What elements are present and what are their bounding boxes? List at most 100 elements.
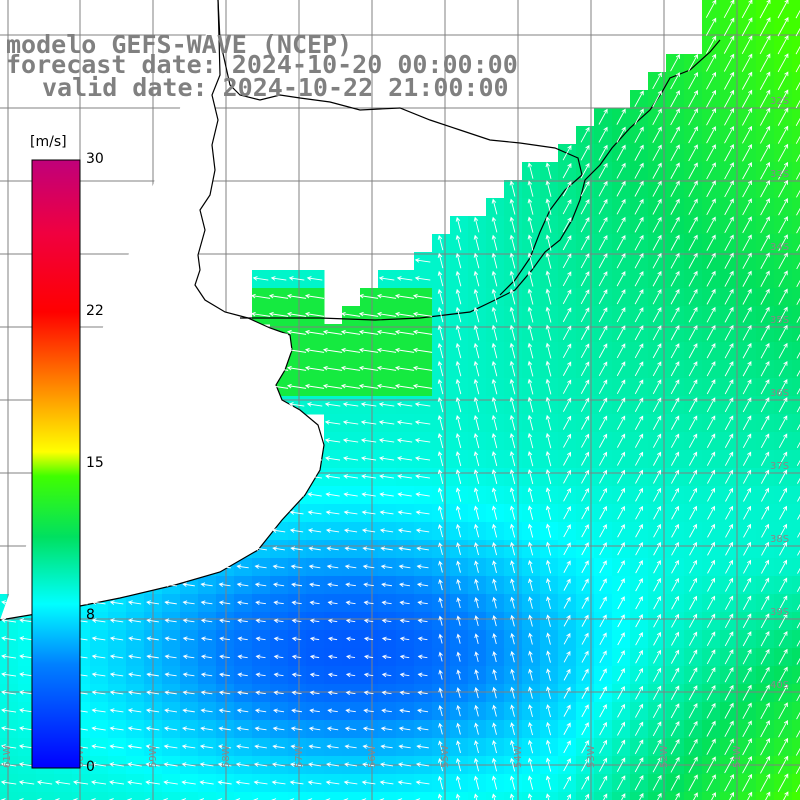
wind-arrow: [268, 293, 289, 299]
wind-arrow: [778, 270, 788, 287]
wind-arrow: [361, 780, 376, 785]
wind-arrow: [760, 666, 770, 683]
wind-arrow: [634, 757, 644, 773]
wind-arrow: [528, 614, 533, 627]
wind-arrow: [671, 631, 680, 646]
wind-arrow: [255, 654, 266, 660]
wind-arrow: [545, 793, 551, 800]
wind-arrow: [340, 383, 361, 389]
wind-arrow: [563, 740, 571, 754]
wind-arrow: [581, 722, 589, 736]
wind-arrow: [616, 415, 626, 430]
wind-arrow: [635, 667, 643, 682]
wind-arrow: [396, 420, 413, 425]
wind-arrow: [742, 684, 752, 701]
wind-arrow: [181, 762, 196, 767]
wind-arrow: [545, 306, 552, 323]
wind-arrow: [455, 324, 462, 341]
wind-arrow: [653, 667, 662, 682]
wind-arrow: [527, 523, 534, 538]
wind-arrow: [706, 379, 716, 395]
wind-arrow: [340, 311, 361, 317]
wind-speed-cell: [792, 486, 800, 505]
wind-arrow: [743, 487, 751, 502]
wind-arrow: [346, 654, 356, 660]
wind-arrow: [325, 780, 340, 785]
wind-arrow: [598, 289, 608, 305]
latitude-label: 35S: [770, 315, 789, 326]
wind-arrow: [688, 144, 698, 162]
wind-arrow: [777, 773, 789, 792]
wind-arrow: [509, 523, 516, 538]
wind-arrow: [711, 792, 716, 800]
wind-arrow: [509, 234, 516, 251]
wind-arrow: [273, 654, 284, 660]
wind-arrow: [322, 347, 343, 353]
wind-arrow: [200, 582, 213, 587]
wind-speed-cell: [54, 792, 73, 800]
wind-arrow: [778, 379, 788, 395]
wind-speed-cell: [720, 792, 739, 800]
wind-speed-cell: [792, 648, 800, 667]
wind-arrow: [286, 293, 307, 299]
wind-arrow: [289, 528, 304, 533]
wind-arrow: [795, 63, 800, 73]
wind-arrow: [563, 686, 571, 699]
wind-arrow: [379, 528, 394, 533]
wind-arrow: [528, 704, 533, 717]
wind-arrow: [671, 505, 679, 520]
wind-arrow: [273, 690, 284, 696]
wind-arrow: [621, 793, 626, 800]
wind-arrow: [362, 546, 375, 551]
wind-arrow: [670, 288, 680, 305]
wind-arrow: [706, 433, 716, 448]
wind-arrow: [200, 600, 213, 605]
wind-arrow: [581, 686, 589, 699]
wind-arrow: [290, 726, 303, 731]
wind-arrow: [724, 684, 734, 701]
wind-arrow: [363, 672, 374, 678]
wind-arrow: [527, 739, 534, 754]
wind-arrow: [670, 126, 680, 144]
wind-arrow: [344, 546, 357, 551]
wind-arrow: [563, 596, 571, 609]
wind-speed-cell: [342, 792, 361, 800]
wind-arrow: [797, 549, 800, 556]
wind-arrow: [455, 306, 462, 323]
wind-arrow: [236, 708, 249, 713]
wind-arrow: [527, 252, 534, 269]
wind-arrow: [545, 270, 552, 287]
wind-arrow: [796, 711, 800, 720]
wind-arrow: [254, 582, 267, 587]
wind-arrow: [706, 180, 716, 198]
wind-arrow: [307, 780, 322, 785]
wind-arrow: [322, 329, 343, 335]
wind-arrow: [416, 564, 429, 569]
wind-arrow: [358, 347, 379, 353]
wind-arrow: [653, 577, 661, 592]
wind-arrow: [742, 180, 752, 198]
wind-arrow: [779, 541, 787, 556]
wind-speed-cell: [792, 234, 800, 253]
wind-speed-cell: [792, 522, 800, 541]
wind-arrow: [492, 541, 497, 556]
wind-arrow: [253, 474, 269, 479]
wind-arrow: [345, 690, 356, 696]
wind-arrow: [510, 614, 515, 627]
wind-arrow: [599, 560, 607, 574]
longitude-label: 53W: [586, 745, 597, 768]
wind-arrow: [491, 360, 498, 377]
wind-arrow: [360, 438, 377, 443]
wind-arrow: [796, 243, 800, 252]
wind-arrow: [563, 650, 571, 663]
wind-arrow: [381, 618, 392, 624]
wind-arrow: [671, 595, 679, 610]
wind-arrow: [218, 600, 231, 605]
wind-arrow: [291, 672, 302, 678]
wind-arrow: [693, 792, 698, 800]
wind-arrow: [527, 162, 534, 179]
wind-arrow: [545, 198, 552, 215]
wind-arrow: [743, 505, 751, 520]
wind-arrow: [492, 686, 497, 699]
wind-speed-cell: [792, 270, 800, 289]
